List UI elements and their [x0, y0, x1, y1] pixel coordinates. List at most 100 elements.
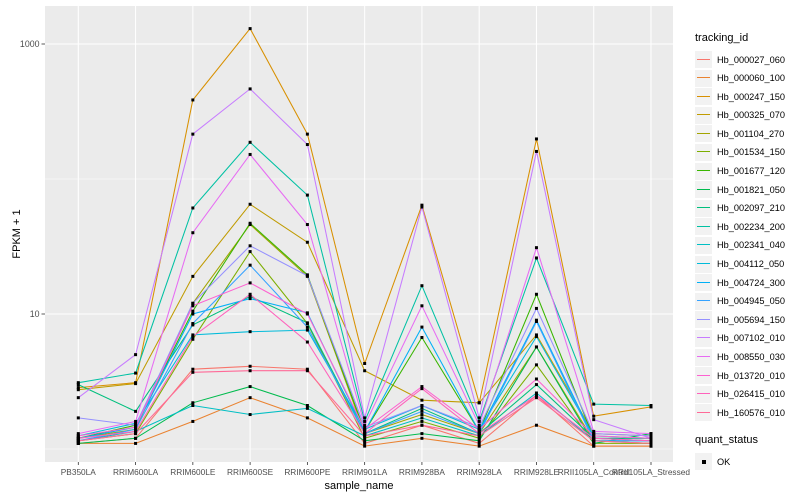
data-point — [134, 371, 138, 375]
data-point — [420, 398, 424, 402]
data-point — [420, 304, 424, 308]
data-point — [363, 429, 367, 433]
data-point — [305, 328, 309, 332]
legend-line-icon — [697, 281, 710, 283]
legend-item-Hb_002341_040: Hb_002341_040 — [695, 236, 799, 254]
legend-line-icon — [697, 132, 710, 134]
legend-item-label: Hb_001821_050 — [717, 184, 785, 195]
data-point — [420, 205, 424, 209]
data-point — [592, 402, 596, 406]
legend-line-icon — [697, 151, 710, 153]
legend-item-label: Hb_001534_150 — [717, 147, 785, 158]
data-point — [363, 427, 367, 431]
data-point — [248, 140, 252, 144]
data-point — [305, 404, 309, 408]
data-point — [76, 439, 80, 443]
x-tick-label: RRIM901LA — [342, 467, 388, 477]
data-point — [191, 419, 195, 423]
data-point — [248, 385, 252, 389]
data-point — [191, 312, 195, 316]
data-point — [477, 436, 481, 440]
data-point — [248, 297, 252, 301]
data-point — [363, 441, 367, 445]
legend-key-swatch — [695, 125, 712, 143]
data-point — [248, 292, 252, 296]
data-point — [592, 439, 596, 443]
data-point — [305, 143, 309, 147]
legend-key-swatch — [695, 218, 712, 236]
data-point — [76, 386, 80, 390]
data-point — [420, 325, 424, 329]
legend-entries: Hb_000027_060 Hb_000060_100 Hb_000247_150 H… — [695, 51, 799, 422]
legend-item-Hb_026415_010: Hb_026415_010 — [695, 385, 799, 403]
legend-item-Hb_000060_100: Hb_000060_100 — [695, 69, 799, 87]
data-point — [534, 333, 538, 337]
data-point — [363, 416, 367, 420]
data-point — [420, 416, 424, 420]
legend-item-Hb_160576_010: Hb_160576_010 — [695, 404, 799, 422]
data-point — [420, 404, 424, 408]
legend-item-label: Hb_007102_010 — [717, 333, 785, 344]
legend-line-icon — [697, 393, 710, 395]
data-point — [248, 244, 252, 248]
data-point — [649, 434, 653, 438]
data-point — [649, 436, 653, 440]
data-point — [420, 432, 424, 436]
x-tick-label: RRIM928BA — [399, 467, 446, 477]
legend-key-swatch — [695, 162, 712, 180]
legend-item-Hb_002234_200: Hb_002234_200 — [695, 218, 799, 236]
data-point — [248, 87, 252, 91]
legend-item-label: Hb_002341_040 — [717, 240, 785, 251]
data-point — [477, 423, 481, 427]
data-point — [592, 436, 596, 440]
legend-key-swatch — [695, 367, 712, 385]
data-point — [134, 432, 138, 436]
x-tick-label: RRIM600PE — [284, 467, 331, 477]
data-point — [534, 335, 538, 339]
legend-title-quant-status: quant_status — [695, 434, 758, 447]
data-point — [191, 301, 195, 305]
legend-line-icon — [697, 356, 710, 357]
legend-item-label: OK — [717, 456, 731, 467]
legend-item-ok: OK — [695, 453, 799, 471]
legend-line-icon — [697, 95, 710, 97]
data-point — [363, 423, 367, 427]
data-point — [363, 436, 367, 440]
legend-line-icon — [697, 300, 710, 302]
data-point — [248, 364, 252, 368]
data-point — [134, 419, 138, 423]
data-point — [534, 396, 538, 400]
data-point — [420, 385, 424, 389]
data-point — [363, 425, 367, 429]
legend-item-Hb_000247_150: Hb_000247_150 — [695, 88, 799, 106]
data-point — [534, 391, 538, 395]
legend-item-label: Hb_001104_270 — [717, 128, 785, 139]
data-point — [477, 427, 481, 431]
legend-item-Hb_007102_010: Hb_007102_010 — [695, 329, 799, 347]
data-point — [305, 369, 309, 373]
legend-line-icon — [697, 374, 710, 376]
data-point — [305, 416, 309, 420]
legend-key-swatch — [695, 385, 712, 403]
legend-item-label: Hb_005694_150 — [717, 314, 785, 325]
data-point — [191, 309, 195, 313]
data-point — [248, 221, 252, 225]
data-point — [76, 383, 80, 387]
legend-key-swatch — [695, 274, 712, 292]
data-point — [191, 274, 195, 278]
data-point — [134, 436, 138, 440]
data-point — [363, 369, 367, 373]
data-point — [134, 409, 138, 413]
legend-item-Hb_000325_070: Hb_000325_070 — [695, 106, 799, 124]
data-point — [134, 423, 138, 427]
data-point — [248, 281, 252, 285]
legend-line-icon — [697, 337, 710, 339]
legend-key-swatch — [695, 404, 712, 422]
data-point — [477, 441, 481, 445]
data-point — [305, 132, 309, 136]
data-point — [248, 250, 252, 254]
data-point — [76, 388, 80, 392]
data-point — [191, 206, 195, 210]
